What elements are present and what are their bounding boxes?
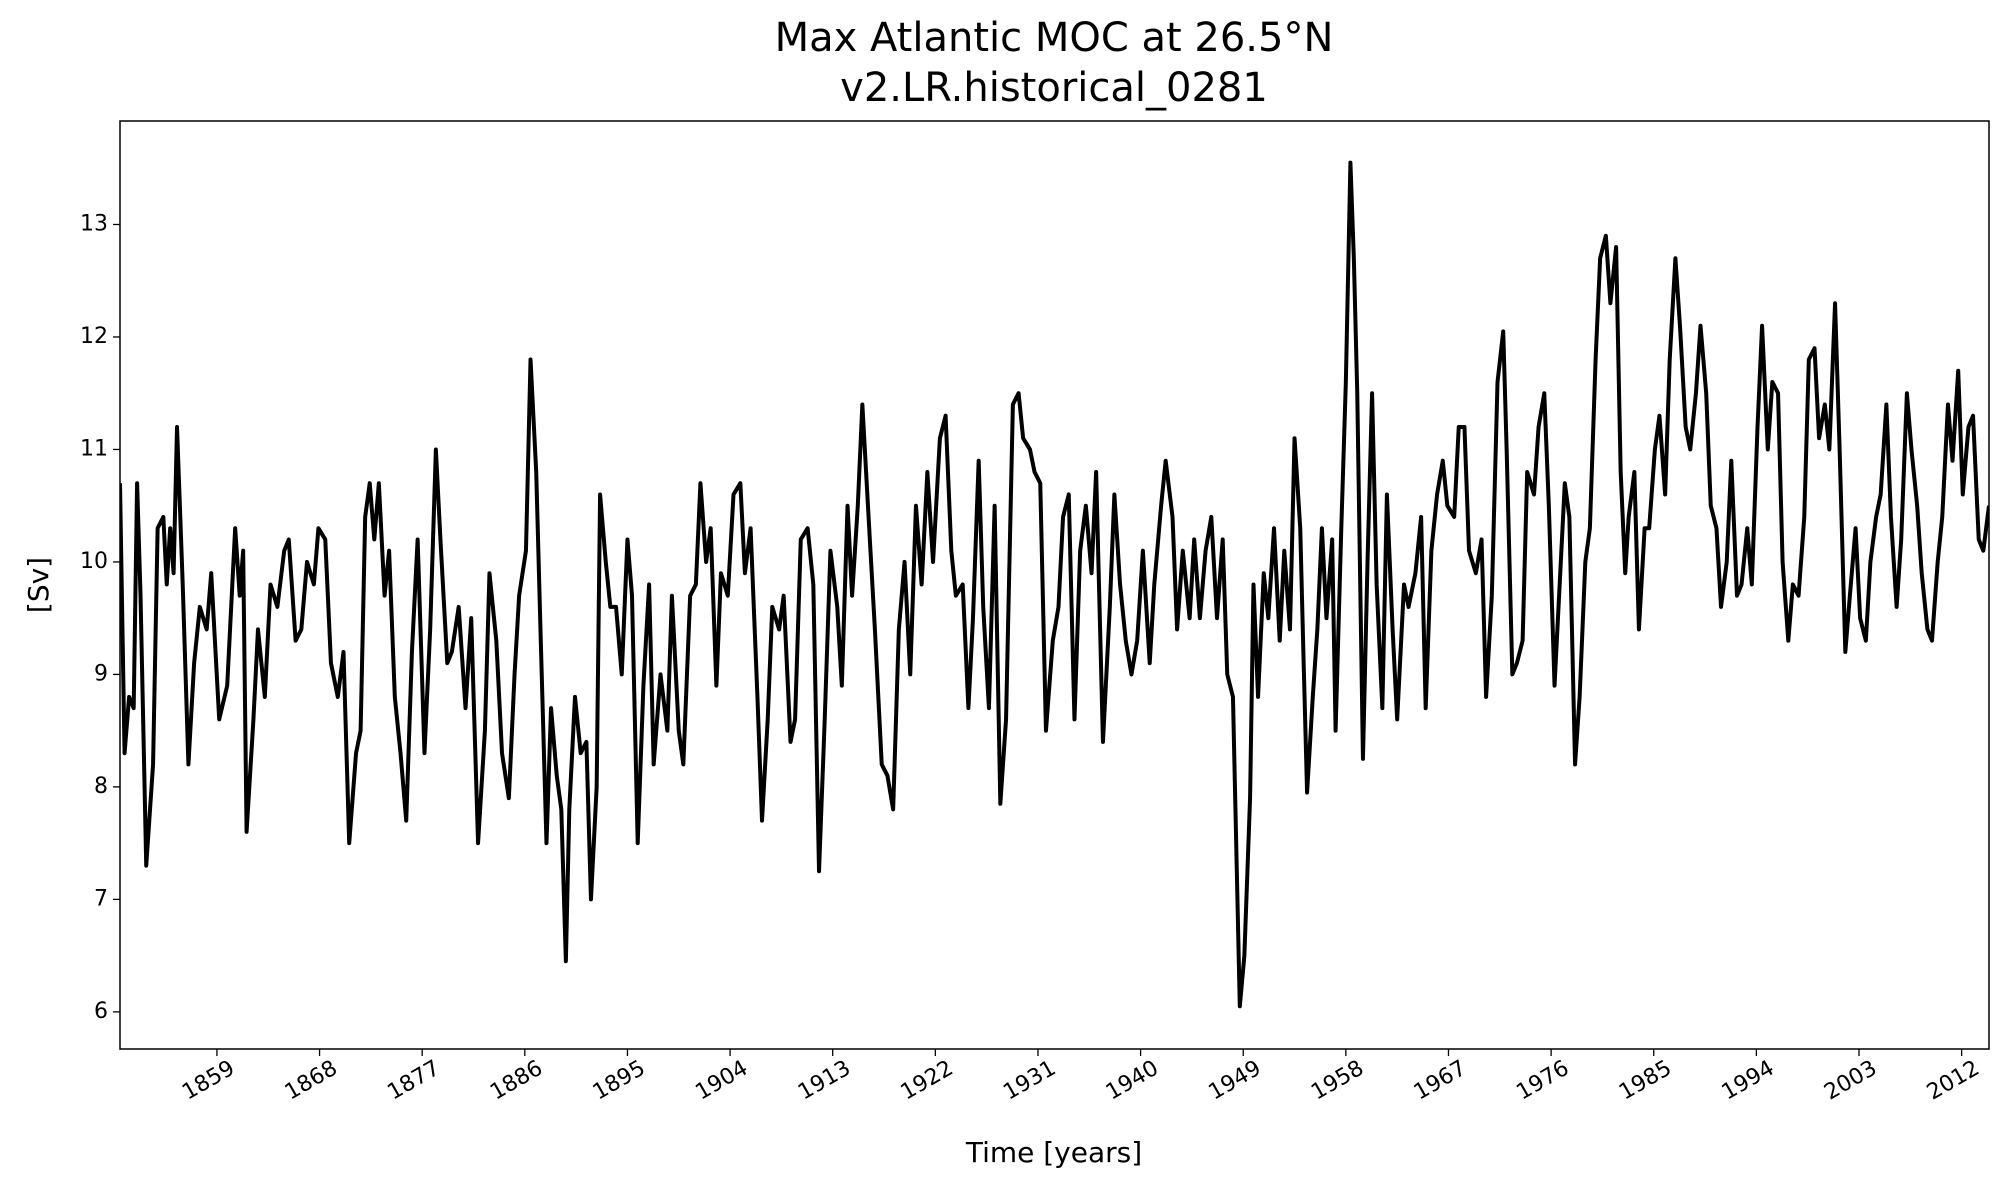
x-tick-label: 1895 xyxy=(589,1056,650,1106)
x-tick-label: 1976 xyxy=(1512,1056,1573,1106)
x-tick-label: 1886 xyxy=(486,1056,547,1106)
x-tick-label: 1877 xyxy=(383,1056,444,1106)
x-axis-label: Time [years] xyxy=(965,1136,1142,1169)
y-tick-label: 13 xyxy=(80,211,108,236)
y-tick-label: 9 xyxy=(94,661,108,686)
x-tick-label: 1868 xyxy=(281,1056,342,1106)
x-tick-label: 1859 xyxy=(178,1056,239,1106)
chart-title: Max Atlantic MOC at 26.5°N xyxy=(775,15,1334,61)
chart-subtitle: v2.LR.historical_0281 xyxy=(840,65,1268,111)
y-tick-label: 7 xyxy=(94,886,108,911)
x-tick-label: 1967 xyxy=(1410,1056,1471,1106)
x-tick-label: 1940 xyxy=(1102,1056,1163,1106)
y-axis-label: [Sv] xyxy=(22,557,55,613)
x-tick-label: 1904 xyxy=(691,1056,752,1106)
y-tick-label: 8 xyxy=(94,774,108,799)
x-tick-label: 2012 xyxy=(1923,1056,1984,1106)
x-tick-label: 1994 xyxy=(1718,1056,1779,1106)
data-line xyxy=(120,160,1989,1009)
x-tick-label: 1913 xyxy=(794,1056,855,1106)
y-tick-label: 10 xyxy=(80,549,108,574)
x-tick-label: 1949 xyxy=(1204,1056,1265,1106)
plot-frame xyxy=(119,120,1990,1050)
y-tick-label: 11 xyxy=(80,436,108,461)
x-tick-label: 1958 xyxy=(1307,1056,1368,1106)
y-tick-label: 12 xyxy=(80,324,108,349)
x-tick-label: 1985 xyxy=(1615,1056,1676,1106)
y-tick-label: 6 xyxy=(94,999,108,1024)
x-tick-label: 1922 xyxy=(897,1056,958,1106)
x-tick-label: 1931 xyxy=(999,1056,1060,1106)
x-tick-label: 2003 xyxy=(1820,1056,1881,1106)
